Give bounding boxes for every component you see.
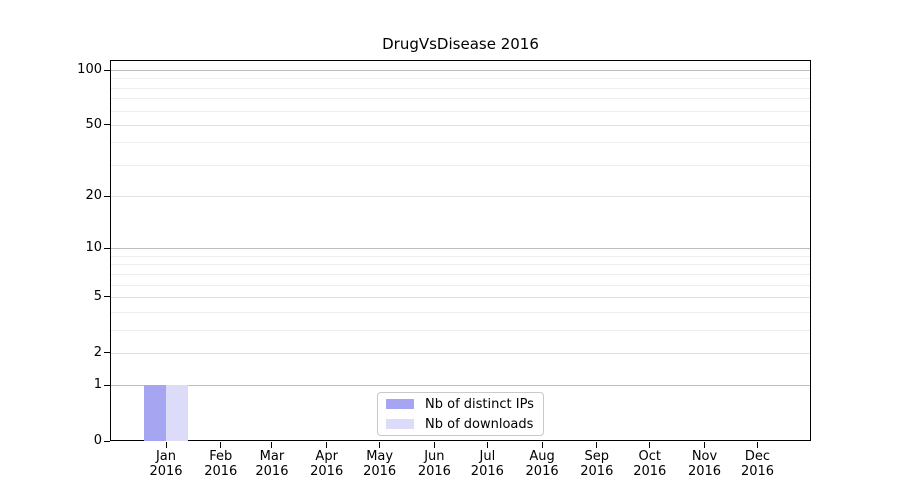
y-tick-label: 10: [85, 240, 102, 256]
y-tick-mark: [104, 296, 110, 298]
y-gridline-minor: [111, 142, 810, 144]
y-tick-mark: [104, 69, 110, 71]
bar-downloads-jan: [166, 385, 188, 441]
y-gridline-minor: [111, 110, 810, 112]
x-tick-label: Apr 2016: [310, 449, 344, 479]
y-tick-mark: [104, 247, 110, 249]
x-tick-label: Jun 2016: [417, 449, 451, 479]
y-gridline-minor: [111, 98, 810, 100]
y-tick-mark: [104, 384, 110, 386]
x-tick-mark: [541, 442, 543, 448]
legend: Nb of distinct IPs Nb of downloads: [377, 392, 544, 436]
y-gridline-minor: [111, 164, 810, 166]
y-gridline: [111, 196, 810, 198]
x-tick-label: Dec 2016: [740, 449, 775, 479]
x-tick-mark: [271, 442, 273, 448]
y-gridline-minor: [111, 284, 810, 286]
y-tick-label: 100: [77, 62, 102, 77]
y-gridline-minor: [111, 87, 810, 89]
legend-label-downloads: Nb of downloads: [425, 416, 534, 432]
y-tick-label: 5: [93, 288, 102, 304]
y-gridline-minor: [111, 78, 810, 80]
x-tick-label: Sep 2016: [580, 449, 614, 479]
y-tick-label: 1: [93, 377, 102, 393]
x-tick-mark: [486, 442, 488, 448]
y-gridline: [111, 352, 810, 354]
legend-entry-distinct-ips: Nb of distinct IPs: [386, 396, 543, 413]
y-tick-mark: [104, 195, 110, 197]
y-tick-label: 20: [85, 188, 102, 204]
y-gridline-minor: [111, 273, 810, 275]
y-gridline: [111, 70, 810, 71]
x-tick-mark: [165, 442, 167, 448]
y-gridline-minor: [111, 255, 810, 257]
y-tick-mark: [104, 124, 110, 126]
x-tick-mark: [326, 442, 328, 448]
y-tick-label: 50: [85, 116, 102, 132]
x-tick-mark: [379, 442, 381, 448]
x-tick-label: Jul 2016: [470, 449, 504, 479]
y-tick-label: 0: [93, 433, 102, 448]
bar-distinct-ips-jan: [144, 385, 166, 441]
y-gridline: [111, 124, 810, 126]
y-gridline: [111, 385, 810, 387]
x-tick-label: Nov 2016: [687, 449, 722, 479]
x-tick-label: Mar 2016: [255, 449, 289, 479]
x-tick-mark: [649, 442, 651, 448]
chart-title: DrugVsDisease 2016: [382, 35, 539, 53]
x-tick-mark: [704, 442, 706, 448]
y-tick-mark: [104, 440, 110, 442]
plot-area: [110, 60, 811, 441]
y-gridline-minor: [111, 264, 810, 266]
x-tick-mark: [433, 442, 435, 448]
y-gridline: [111, 248, 810, 250]
x-tick-label: Aug 2016: [525, 449, 559, 479]
y-gridline-minor: [111, 311, 810, 313]
y-gridline: [111, 296, 810, 298]
x-tick-label: Oct 2016: [633, 449, 667, 479]
legend-swatch-downloads-icon: [386, 419, 414, 429]
x-tick-mark: [757, 442, 758, 448]
y-gridline-minor: [111, 329, 810, 331]
legend-entry-downloads: Nb of downloads: [386, 416, 543, 433]
y-tick-mark: [104, 352, 110, 354]
x-tick-mark: [596, 442, 598, 448]
x-tick-label: May 2016: [363, 449, 397, 479]
x-tick-mark: [220, 442, 222, 448]
legend-label-distinct-ips: Nb of distinct IPs: [425, 396, 534, 412]
x-tick-label: Jan 2016: [149, 449, 183, 479]
y-tick-label: 2: [93, 344, 102, 360]
legend-swatch-distinct-ips-icon: [386, 399, 414, 409]
x-tick-label: Feb 2016: [204, 449, 238, 479]
